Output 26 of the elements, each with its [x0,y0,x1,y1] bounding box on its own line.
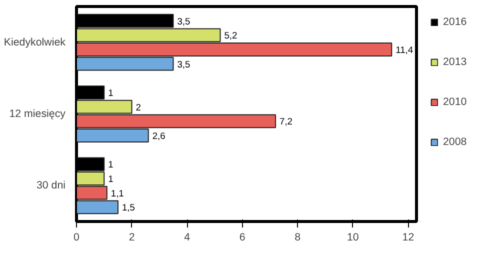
y-tick-label: 30 dni [36,180,66,192]
y-tick-label: 12 miesięcy [9,108,66,120]
y-tick-label: Kiedykolwiek [4,36,66,48]
legend-label: 2013 [443,56,467,68]
data-label: 2 [136,102,141,112]
x-tick-label: 2 [128,232,135,244]
data-label: 5,2 [224,30,238,41]
data-label: 3,5 [177,16,190,26]
legend-label: 2010 [443,96,467,108]
data-label: 3,5 [177,59,190,70]
data-label: 1 [108,160,114,170]
data-label: 11,4 [396,45,414,55]
x-tick-label: 8 [294,232,301,244]
data-label: 1,1 [110,188,124,198]
legend-label: 2016 [443,16,467,28]
x-tick-label: 12 [402,232,414,244]
data-label: 1 [108,174,114,184]
x-tick-label: 4 [184,232,190,244]
data-label: 7,2 [280,116,292,127]
x-tick-label: 10 [346,232,359,244]
x-tick-label: 0 [74,232,80,244]
data-label: 1 [108,88,114,98]
data-label: 2,6 [152,131,166,141]
data-label: 1,5 [122,202,135,213]
legend-label: 2008 [443,136,467,148]
x-tick-label: 6 [239,232,246,244]
